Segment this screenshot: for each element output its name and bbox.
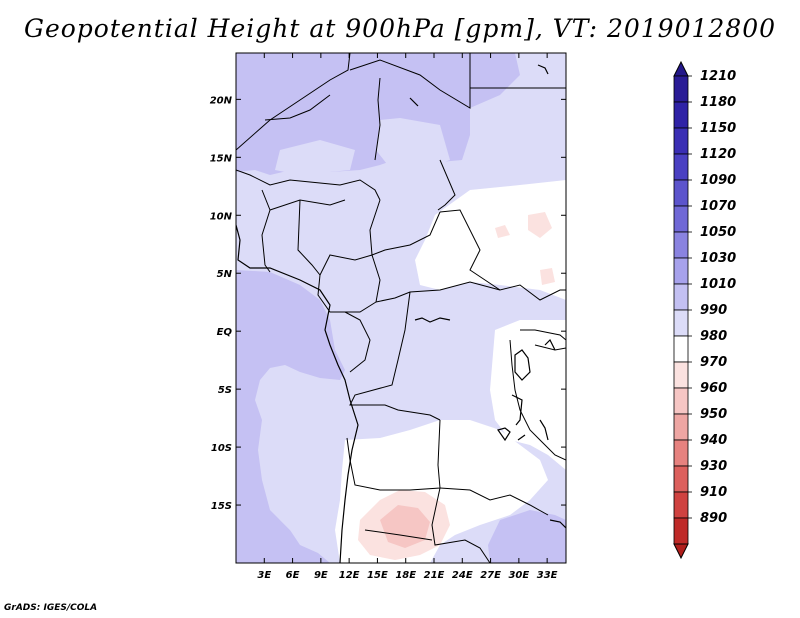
colorbar-label: 950: [700, 407, 727, 422]
lat-tick-label: 20N: [210, 95, 233, 106]
latitude-axis: 20N 15N 10N 5N EQ 5S 10S 15S: [210, 95, 566, 512]
map-panel: [236, 53, 566, 563]
colorbar-swatch: [673, 361, 689, 389]
colorbar-label: 1030: [700, 251, 736, 266]
colorbar-label: 1010: [700, 277, 736, 292]
colorbar-swatch: [673, 179, 689, 207]
lon-tick-label: 15E: [367, 570, 388, 581]
lat-tick-label: 5S: [218, 385, 232, 396]
lat-tick-label: 10S: [211, 443, 232, 454]
colorbar-swatch: [673, 283, 689, 311]
lon-tick-label: 24E: [452, 570, 473, 581]
colorbar-label: 1070: [700, 199, 736, 214]
colorbar-swatch: [673, 153, 689, 181]
lon-tick-label: 30E: [508, 570, 529, 581]
longitude-axis: 3E 6E 9E 12E 15E 18E 21E 24E 27E 30E 33E: [257, 53, 558, 581]
field-1010-west-patch: [275, 140, 355, 175]
colorbar-label: 890: [700, 511, 727, 526]
field-1010-se: [488, 510, 566, 563]
lat-tick-label: EQ: [217, 327, 233, 338]
field-980-ne-spot-2: [540, 268, 555, 285]
field-980-ne-spot-1: [528, 212, 552, 238]
colorbar-swatch: [673, 309, 689, 337]
lat-tick-label: 15N: [210, 153, 233, 164]
colorbar-label: 980: [700, 329, 727, 344]
lon-tick-label: 33E: [537, 570, 558, 581]
field-1010-sw-ocean: [262, 380, 348, 550]
map-frame: [235, 52, 567, 564]
grads-credit: GrADS: IGES/COLA: [4, 603, 98, 613]
lon-tick-label: 9E: [314, 570, 328, 581]
lon-tick-label: 18E: [395, 570, 416, 581]
field-990-central: [415, 180, 566, 300]
lat-tick-label: 15S: [211, 501, 232, 512]
colorbar-label: 1090: [700, 173, 736, 188]
colorbar-swatch: [673, 517, 689, 545]
colorbar-swatch: [673, 257, 689, 285]
lat-tick-label: 10N: [210, 211, 233, 222]
lat-tick-label: 5N: [217, 269, 233, 280]
colorbar-label: 960: [700, 381, 727, 396]
colorbar-label: 990: [700, 303, 727, 318]
coastline: [236, 64, 566, 563]
colorbar-label: 940: [700, 433, 727, 448]
colorbar-swatch: [673, 387, 689, 415]
colorbar-label: 930: [700, 459, 727, 474]
lon-tick-label: 6E: [286, 570, 300, 581]
colorbar-label: 1150: [700, 121, 736, 136]
colorbar-swatch: [673, 439, 689, 467]
colorbar-swatch: [673, 465, 689, 493]
colorbar-label: 1120: [700, 147, 736, 162]
colorbar-swatch: [673, 231, 689, 259]
colorbar: 1210 1180 1150 1120 1090 1070 1050 1030 1010 990 9…: [673, 60, 736, 560]
country-borders: [236, 53, 566, 563]
colorbar-swatch: [673, 75, 689, 103]
colorbar-label: 970: [700, 355, 727, 370]
lon-tick-label: 21E: [424, 570, 445, 581]
field-980-center-spot: [495, 225, 510, 238]
colorbar-label: 1050: [700, 225, 736, 240]
lon-tick-label: 12E: [339, 570, 360, 581]
map-title: Geopotential Height at 900hPa [gpm], VT:…: [23, 14, 777, 43]
colorbar-swatch: [673, 127, 689, 155]
colorbar-bottom-cap: [673, 543, 689, 560]
colorbar-swatch: [673, 205, 689, 233]
lon-tick-label: 3E: [257, 570, 271, 581]
colorbar-top-cap: [673, 60, 689, 77]
lon-tick-label: 27E: [480, 570, 501, 581]
field-1010-sahara-patch: [376, 118, 450, 170]
colorbar-swatch: [673, 101, 689, 129]
colorbar-label: 1210: [700, 69, 736, 84]
colorbar-swatch: [673, 335, 689, 363]
colorbar-label: 910: [700, 485, 727, 500]
colorbar-swatch: [673, 413, 689, 441]
colorbar-label: 1180: [700, 95, 736, 110]
colorbar-swatch: [673, 491, 689, 519]
field-1030-atlantic: [236, 270, 345, 563]
